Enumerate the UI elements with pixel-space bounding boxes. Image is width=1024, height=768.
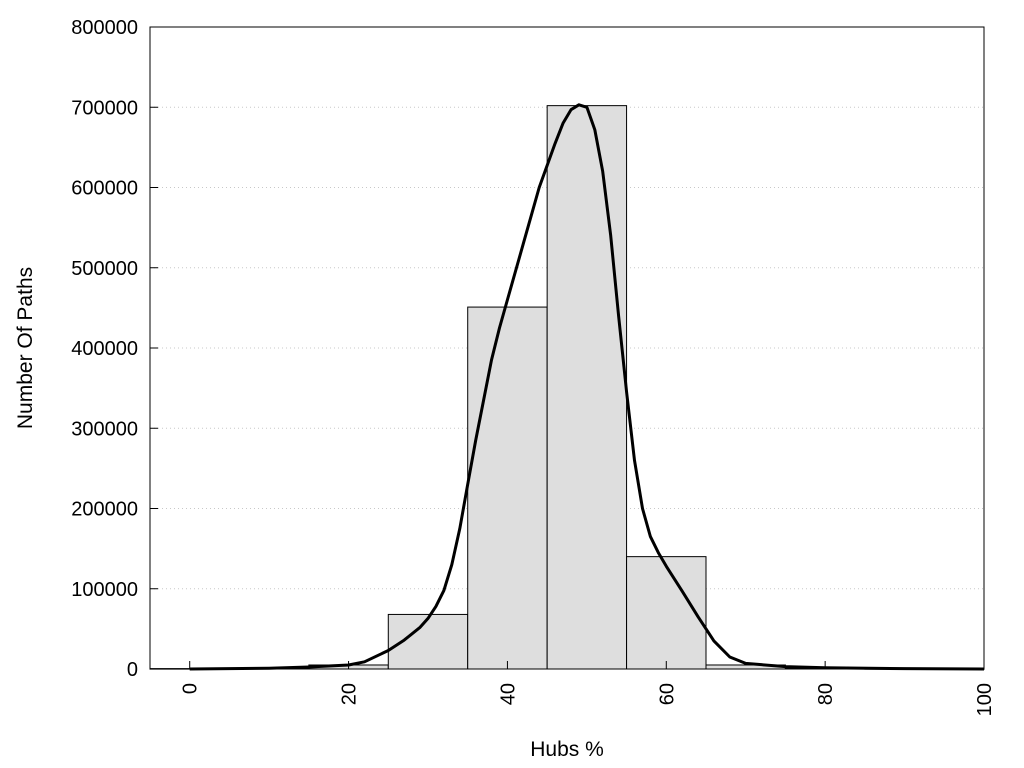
y-tick-labels: 0 100000 200000 300000 400000 500000 600000 700… <box>71 17 138 681</box>
axis-ticks <box>150 26 985 670</box>
y-tick-label: 200000 <box>71 499 138 521</box>
y-tick-label: 0 <box>127 659 138 681</box>
x-tick-label: 80 <box>815 683 837 705</box>
x-tick-labels: 0 20 40 60 80 100 <box>180 683 996 716</box>
x-tick-label: 60 <box>656 683 678 705</box>
y-axis-title: Number Of Paths <box>14 267 37 429</box>
x-axis-title: Hubs % <box>530 738 604 761</box>
y-tick-label: 400000 <box>71 338 138 360</box>
y-tick-label: 500000 <box>71 258 138 280</box>
density-curve <box>189 103 985 671</box>
y-tick-label: 600000 <box>71 178 138 200</box>
histogram-bar <box>626 556 707 670</box>
y-tick-label: 700000 <box>71 97 138 119</box>
y-tick-label: 100000 <box>71 579 138 601</box>
x-tick-label: 0 <box>180 683 202 694</box>
histogram-bar <box>546 105 628 670</box>
x-tick-label: 40 <box>497 683 519 705</box>
y-tick-label: 300000 <box>71 418 138 440</box>
histogram-bar <box>467 306 548 670</box>
x-tick-label: 100 <box>974 683 996 716</box>
histogram-bars <box>149 105 985 670</box>
y-tick-label: 800000 <box>71 17 138 39</box>
x-tick-label: 20 <box>339 683 361 705</box>
